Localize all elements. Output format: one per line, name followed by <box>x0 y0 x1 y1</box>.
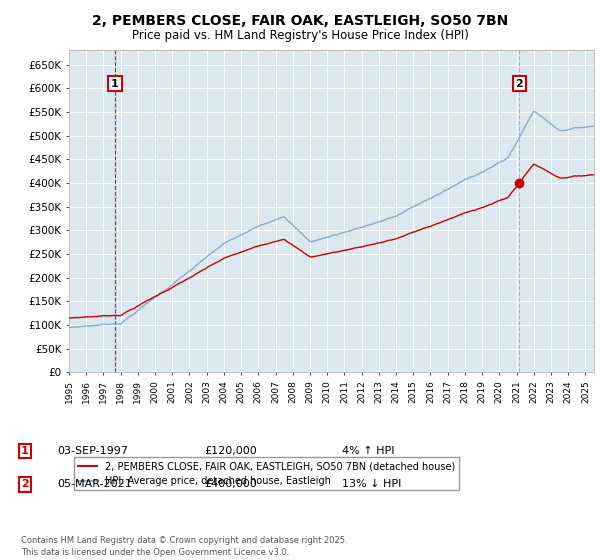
Text: 2: 2 <box>515 78 523 88</box>
Text: 2, PEMBERS CLOSE, FAIR OAK, EASTLEIGH, SO50 7BN: 2, PEMBERS CLOSE, FAIR OAK, EASTLEIGH, S… <box>92 14 508 28</box>
Text: 1: 1 <box>21 446 29 456</box>
Text: 2: 2 <box>21 479 29 489</box>
Text: Price paid vs. HM Land Registry's House Price Index (HPI): Price paid vs. HM Land Registry's House … <box>131 29 469 42</box>
Text: £400,000: £400,000 <box>204 479 257 489</box>
Text: 1: 1 <box>111 78 119 88</box>
Text: Contains HM Land Registry data © Crown copyright and database right 2025.
This d: Contains HM Land Registry data © Crown c… <box>21 536 347 557</box>
Text: £120,000: £120,000 <box>204 446 257 456</box>
Text: 4% ↑ HPI: 4% ↑ HPI <box>342 446 395 456</box>
Text: 03-SEP-1997: 03-SEP-1997 <box>57 446 128 456</box>
Text: 13% ↓ HPI: 13% ↓ HPI <box>342 479 401 489</box>
Legend: 2, PEMBERS CLOSE, FAIR OAK, EASTLEIGH, SO50 7BN (detached house), HPI: Average p: 2, PEMBERS CLOSE, FAIR OAK, EASTLEIGH, S… <box>74 458 459 490</box>
Text: 05-MAR-2021: 05-MAR-2021 <box>57 479 132 489</box>
